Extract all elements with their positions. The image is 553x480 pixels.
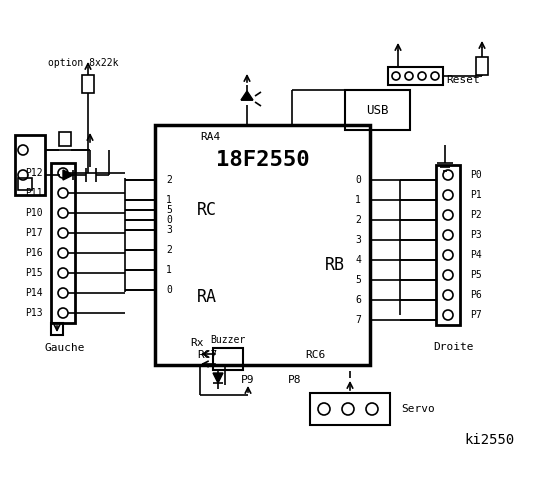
Text: P4: P4 (470, 250, 482, 260)
Text: ki2550: ki2550 (465, 433, 515, 447)
Circle shape (418, 72, 426, 80)
Text: P2: P2 (470, 210, 482, 220)
Circle shape (58, 268, 68, 278)
Circle shape (58, 308, 68, 318)
Circle shape (443, 270, 453, 280)
Circle shape (443, 310, 453, 320)
Bar (310, 393, 390, 425)
Circle shape (443, 190, 453, 200)
Bar (155, 125, 370, 365)
Circle shape (342, 403, 354, 415)
Text: 1: 1 (166, 195, 172, 205)
Text: 3: 3 (355, 235, 361, 245)
Bar (476, 57, 488, 75)
Text: USB: USB (366, 104, 389, 117)
Text: 18F2550: 18F2550 (216, 150, 309, 170)
Bar (59, 132, 71, 146)
Polygon shape (241, 91, 253, 100)
Polygon shape (213, 373, 223, 383)
Text: P5: P5 (470, 270, 482, 280)
Text: P12: P12 (25, 168, 43, 178)
Text: 6: 6 (355, 295, 361, 305)
Text: Servo: Servo (401, 404, 435, 414)
Bar (15, 135, 45, 195)
Polygon shape (63, 170, 73, 180)
Text: 0: 0 (355, 175, 361, 185)
Circle shape (58, 168, 68, 178)
Text: 2: 2 (355, 215, 361, 225)
Text: RC6: RC6 (305, 350, 325, 360)
Bar (51, 163, 75, 323)
Text: P11: P11 (25, 188, 43, 198)
Text: P13: P13 (25, 308, 43, 318)
Circle shape (431, 72, 439, 80)
Text: 0: 0 (166, 215, 172, 225)
Text: Droite: Droite (433, 342, 473, 352)
Text: Buzzer: Buzzer (210, 335, 246, 345)
Text: 2: 2 (166, 245, 172, 255)
Bar (51, 323, 63, 335)
Circle shape (58, 248, 68, 258)
Text: 2: 2 (166, 175, 172, 185)
Text: P1: P1 (470, 190, 482, 200)
Circle shape (443, 210, 453, 220)
Text: P17: P17 (25, 228, 43, 238)
Text: option 8x22k: option 8x22k (48, 58, 118, 68)
Circle shape (318, 403, 330, 415)
Circle shape (405, 72, 413, 80)
Text: P0: P0 (470, 170, 482, 180)
Text: RB: RB (325, 256, 345, 274)
Circle shape (58, 208, 68, 218)
Bar (345, 90, 410, 130)
Text: RA: RA (197, 288, 217, 306)
Text: Rx: Rx (190, 338, 204, 348)
Circle shape (443, 170, 453, 180)
Circle shape (58, 228, 68, 238)
Circle shape (18, 170, 28, 180)
Circle shape (443, 230, 453, 240)
Circle shape (58, 288, 68, 298)
Circle shape (366, 403, 378, 415)
Text: RC7: RC7 (197, 350, 217, 360)
Text: RC: RC (197, 201, 217, 219)
Circle shape (18, 145, 28, 155)
Text: 1: 1 (355, 195, 361, 205)
Text: 1: 1 (166, 265, 172, 275)
Text: P3: P3 (470, 230, 482, 240)
Text: 0: 0 (166, 285, 172, 295)
Bar (213, 348, 243, 370)
Bar (436, 165, 460, 325)
Text: RA4: RA4 (200, 132, 220, 142)
Bar (388, 67, 443, 85)
Text: 4: 4 (355, 255, 361, 265)
Circle shape (443, 290, 453, 300)
Text: 3: 3 (166, 225, 172, 235)
Circle shape (443, 250, 453, 260)
Text: P8: P8 (288, 375, 302, 385)
Text: 5: 5 (166, 205, 172, 215)
Text: 5: 5 (355, 275, 361, 285)
Text: 7: 7 (355, 315, 361, 325)
Text: Reset: Reset (446, 75, 480, 85)
Text: Gauche: Gauche (45, 343, 85, 353)
Text: P16: P16 (25, 248, 43, 258)
Text: P7: P7 (470, 310, 482, 320)
Bar (82, 75, 94, 93)
Circle shape (392, 72, 400, 80)
Text: P14: P14 (25, 288, 43, 298)
Text: P6: P6 (470, 290, 482, 300)
Text: P10: P10 (25, 208, 43, 218)
Bar (18, 178, 32, 190)
Text: P15: P15 (25, 268, 43, 278)
Text: P9: P9 (241, 375, 255, 385)
Circle shape (58, 188, 68, 198)
